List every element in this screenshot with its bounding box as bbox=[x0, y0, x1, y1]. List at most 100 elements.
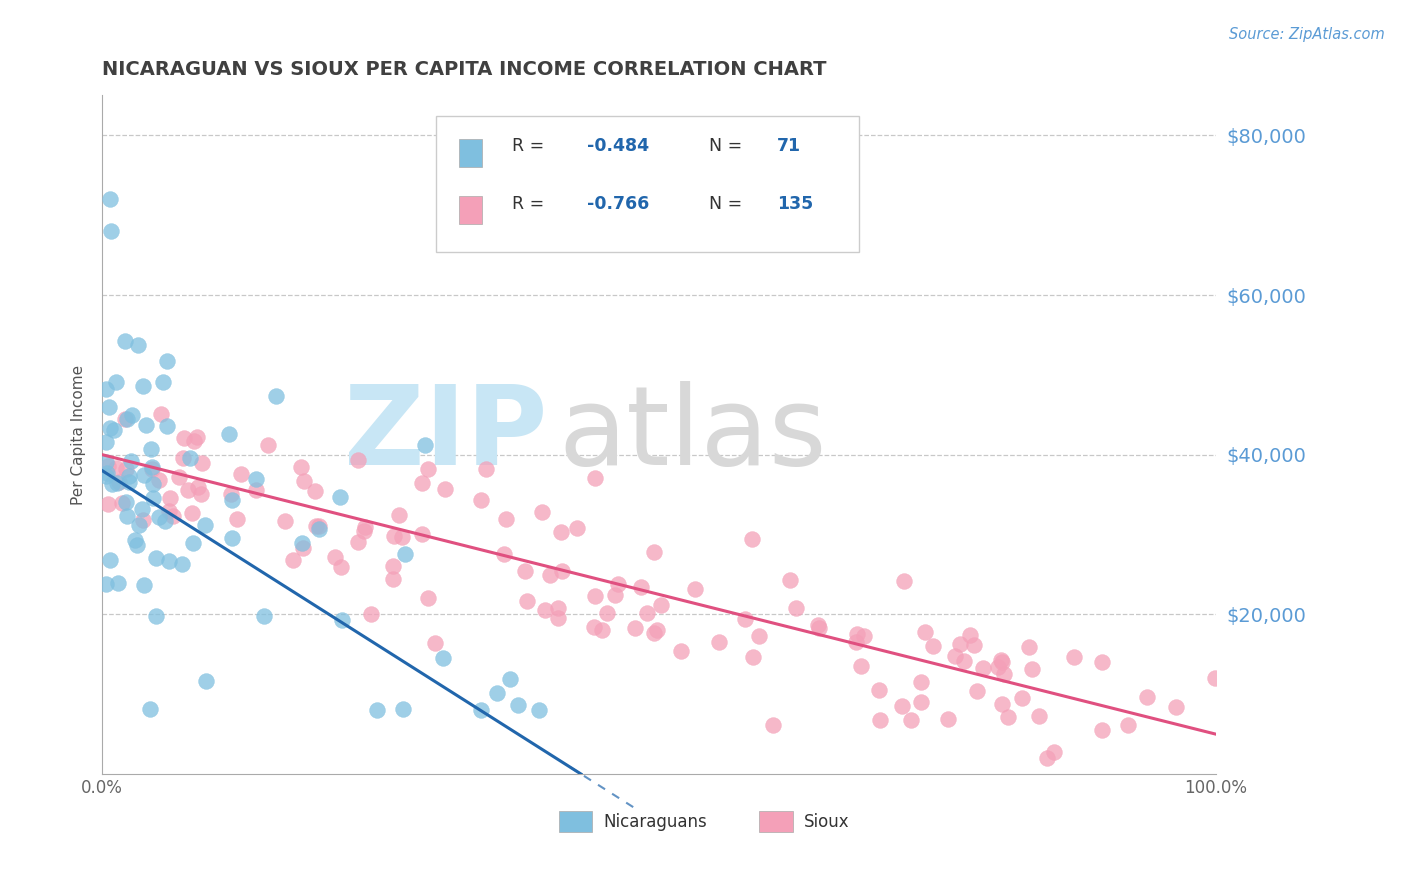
Nicaraguans bbox=[152, 375, 174, 389]
Sioux bbox=[624, 621, 647, 635]
Sioux bbox=[304, 484, 326, 499]
Sioux bbox=[281, 553, 304, 567]
Sioux bbox=[636, 606, 658, 620]
Text: 135: 135 bbox=[778, 195, 813, 213]
Sioux bbox=[172, 450, 194, 465]
Sioux bbox=[630, 580, 652, 594]
Nicaraguans bbox=[392, 702, 415, 716]
Nicaraguans bbox=[124, 533, 146, 547]
Sioux bbox=[583, 620, 606, 634]
Nicaraguans bbox=[132, 468, 155, 483]
Sioux bbox=[290, 460, 312, 475]
Sioux bbox=[159, 491, 181, 505]
Nicaraguans bbox=[127, 337, 149, 351]
Sioux bbox=[495, 511, 517, 525]
Nicaraguans bbox=[131, 502, 153, 516]
Sioux bbox=[1136, 690, 1159, 704]
Sioux bbox=[591, 623, 613, 637]
Text: R =: R = bbox=[512, 137, 550, 155]
Sioux bbox=[97, 498, 120, 512]
Sioux bbox=[606, 577, 628, 591]
Sioux bbox=[643, 544, 665, 558]
Nicaraguans bbox=[330, 613, 353, 627]
Nicaraguans bbox=[100, 224, 122, 238]
Sioux bbox=[583, 470, 606, 484]
FancyBboxPatch shape bbox=[558, 812, 592, 831]
Sioux bbox=[953, 654, 976, 668]
Sioux bbox=[305, 519, 328, 533]
Nicaraguans bbox=[142, 491, 165, 505]
Sioux bbox=[162, 509, 184, 524]
Sioux bbox=[411, 476, 433, 491]
Sioux bbox=[550, 564, 572, 578]
Sioux bbox=[416, 462, 439, 476]
Sioux bbox=[470, 492, 492, 507]
Sioux bbox=[963, 638, 986, 652]
Nicaraguans bbox=[156, 419, 179, 434]
Text: N =: N = bbox=[709, 137, 748, 155]
Sioux bbox=[115, 462, 138, 476]
Sioux bbox=[97, 459, 120, 474]
Text: atlas: atlas bbox=[558, 381, 827, 488]
Nicaraguans bbox=[245, 472, 267, 486]
Nicaraguans bbox=[135, 418, 157, 433]
Nicaraguans bbox=[194, 673, 217, 688]
Sioux bbox=[605, 588, 627, 602]
Sioux bbox=[645, 623, 668, 637]
Nicaraguans bbox=[415, 438, 437, 452]
Nicaraguans bbox=[527, 703, 550, 717]
Nicaraguans bbox=[153, 514, 176, 528]
Sioux bbox=[567, 521, 589, 535]
Nicaraguans bbox=[179, 450, 201, 465]
Nicaraguans bbox=[172, 558, 194, 572]
Sioux bbox=[914, 624, 936, 639]
Nicaraguans bbox=[94, 455, 117, 469]
Sioux bbox=[990, 655, 1012, 669]
Nicaraguans bbox=[141, 442, 163, 456]
Nicaraguans bbox=[194, 518, 217, 533]
Sioux bbox=[292, 474, 315, 488]
Sioux bbox=[807, 621, 830, 635]
Sioux bbox=[347, 535, 370, 549]
Sioux bbox=[384, 529, 406, 543]
Sioux bbox=[245, 483, 267, 497]
Sioux bbox=[742, 650, 765, 665]
Sioux bbox=[891, 699, 914, 714]
Sioux bbox=[391, 530, 413, 544]
Sioux bbox=[987, 659, 1010, 673]
Sioux bbox=[534, 603, 557, 617]
Sioux bbox=[225, 512, 247, 526]
Sioux bbox=[900, 713, 922, 727]
Nicaraguans bbox=[115, 495, 138, 509]
Nicaraguans bbox=[470, 703, 492, 717]
Sioux bbox=[411, 527, 433, 541]
FancyBboxPatch shape bbox=[458, 196, 482, 225]
Nicaraguans bbox=[115, 508, 138, 523]
Sioux bbox=[1091, 656, 1114, 670]
Sioux bbox=[291, 541, 314, 555]
Sioux bbox=[893, 574, 915, 589]
Sioux bbox=[176, 483, 198, 497]
Sioux bbox=[229, 467, 252, 481]
Nicaraguans bbox=[118, 475, 141, 489]
Sioux bbox=[671, 644, 693, 658]
FancyBboxPatch shape bbox=[436, 116, 859, 252]
Sioux bbox=[1204, 671, 1226, 685]
Nicaraguans bbox=[432, 650, 454, 665]
Sioux bbox=[846, 627, 869, 641]
Nicaraguans bbox=[183, 536, 205, 550]
Sioux bbox=[949, 637, 972, 651]
Nicaraguans bbox=[117, 468, 139, 483]
Sioux bbox=[806, 618, 828, 632]
Sioux bbox=[173, 431, 195, 445]
Nicaraguans bbox=[120, 454, 142, 468]
Nicaraguans bbox=[329, 490, 352, 504]
Sioux bbox=[1166, 699, 1188, 714]
Sioux bbox=[959, 628, 981, 642]
Sioux bbox=[181, 506, 204, 520]
Nicaraguans bbox=[94, 382, 117, 396]
Nicaraguans bbox=[105, 475, 128, 490]
Sioux bbox=[257, 438, 280, 452]
Sioux bbox=[221, 487, 243, 501]
Sioux bbox=[936, 712, 959, 726]
